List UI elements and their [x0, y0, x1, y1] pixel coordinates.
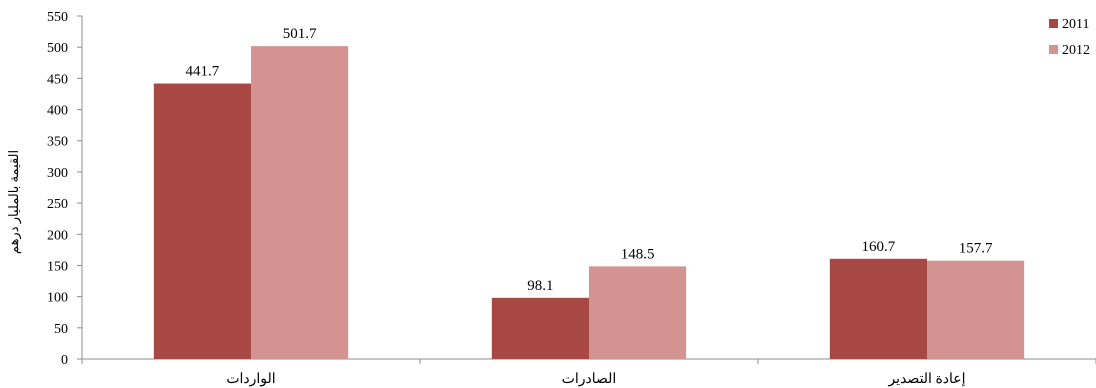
data-labels: 441.7 501.7 98.1 148.5 160.7 157.7 [186, 26, 993, 294]
y-tick-label: 0 [61, 353, 68, 368]
legend: 2011 2012 [1049, 17, 1090, 58]
y-tick-label: 250 [47, 197, 68, 212]
bars [153, 46, 1025, 359]
data-label: 157.7 [959, 241, 993, 257]
legend-swatch-2012 [1049, 45, 1058, 54]
data-label: 501.7 [283, 26, 317, 42]
y-tick-label: 300 [47, 166, 68, 181]
x-category-label: الواردات [226, 372, 275, 387]
y-axis: 0 50 100 150 200 250 300 350 400 450 500 550 [47, 10, 83, 368]
y-tick-label: 550 [47, 10, 68, 25]
data-label: 160.7 [862, 239, 896, 255]
y-tick-label: 400 [47, 104, 68, 119]
bar-2012-1 [589, 266, 687, 359]
x-category-label: الصادرات [562, 372, 617, 387]
x-axis: الواردات الصادرات إعادة التصدير [81, 358, 1096, 387]
y-tick-label: 350 [47, 135, 68, 150]
y-tick-label: 150 [47, 259, 68, 274]
bar-2011-2 [829, 258, 927, 359]
data-label: 98.1 [527, 278, 553, 294]
legend-label: 2012 [1062, 43, 1090, 58]
data-label: 441.7 [186, 64, 220, 80]
legend-label: 2011 [1062, 17, 1089, 32]
bar-2012-2 [927, 260, 1025, 359]
y-tick-label: 450 [47, 72, 68, 87]
y-tick-label: 50 [54, 322, 68, 337]
bar-2011-1 [491, 297, 589, 359]
bar-2011-0 [153, 83, 251, 359]
x-category-label: إعادة التصدير [887, 372, 965, 387]
y-tick-label: 500 [47, 41, 68, 56]
y-tick-label: 200 [47, 228, 68, 243]
data-label: 148.5 [621, 246, 655, 262]
bar-2012-0 [251, 46, 349, 359]
legend-swatch-2011 [1049, 19, 1058, 28]
y-tick-label: 100 [47, 291, 68, 306]
y-axis-label: القيمة بالمليار درهم [6, 150, 22, 254]
